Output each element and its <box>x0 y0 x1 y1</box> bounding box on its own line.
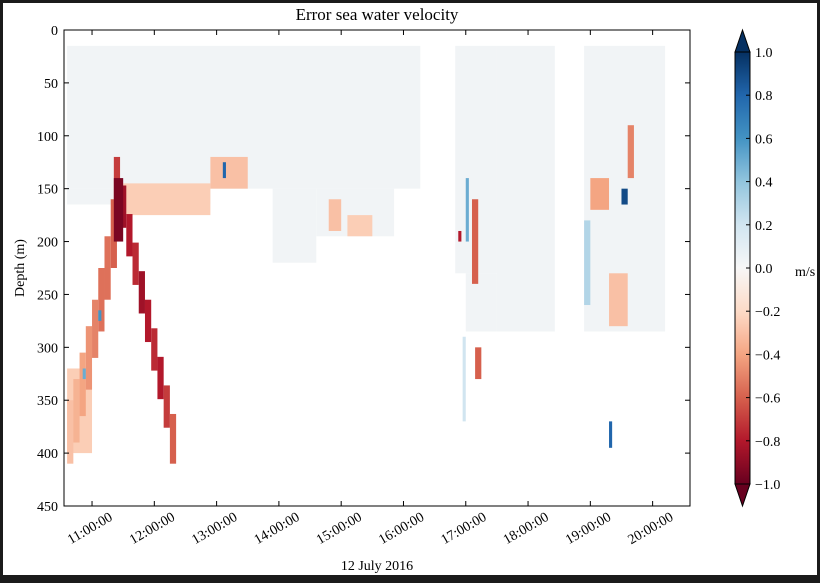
cell <box>496 45 555 332</box>
colorbar-extend-bottom <box>734 483 751 508</box>
y-tick-label: 250 <box>37 288 58 303</box>
cell <box>163 385 170 428</box>
cell <box>609 273 628 327</box>
colorbar-tick-label: −0.2 <box>755 305 780 320</box>
colorbar-tick-label: 0.8 <box>755 89 773 104</box>
cell <box>621 188 628 205</box>
y-tick-label: 350 <box>37 394 58 409</box>
colorbar-tick-label: 0.2 <box>755 219 773 234</box>
plot-frame <box>63 29 691 507</box>
y-tick-label: 300 <box>37 341 58 356</box>
y-tick-label: 50 <box>44 77 58 92</box>
chart-title: Error sea water velocity <box>296 5 459 24</box>
cell <box>110 199 117 268</box>
cell <box>609 421 613 448</box>
cell <box>471 199 479 284</box>
colorbar-tick-label: −0.8 <box>755 435 780 450</box>
cell <box>123 183 211 216</box>
cell <box>92 299 99 358</box>
cell <box>465 273 497 332</box>
cell <box>584 220 591 306</box>
cell <box>67 400 74 464</box>
cell <box>157 356 164 400</box>
y-tick-label: 150 <box>37 183 58 198</box>
colorbar-tick-label: −0.6 <box>755 392 780 407</box>
cell <box>222 162 226 179</box>
cell <box>85 326 93 390</box>
cell <box>98 310 102 321</box>
y-tick-label: 450 <box>37 500 58 515</box>
colorbar-label: m/s <box>795 265 815 280</box>
colorbar-tick-label: 1.0 <box>755 46 773 61</box>
cell <box>169 413 177 464</box>
cell <box>272 188 317 263</box>
y-tick-label: 0 <box>51 24 58 39</box>
cell <box>465 178 469 242</box>
y-axis-label: Depth (m) <box>13 239 28 297</box>
y-tick-label: 400 <box>37 447 58 462</box>
colorbar-tick-label: 0.0 <box>755 262 773 277</box>
cell <box>475 347 482 380</box>
colorbar-tick-label: 0.6 <box>755 132 773 147</box>
cell <box>113 178 124 242</box>
heatmap <box>67 45 666 464</box>
cell <box>126 214 133 257</box>
cell <box>347 215 373 237</box>
cell <box>458 230 462 242</box>
cell <box>98 268 105 332</box>
x-axis-label: 12 July 2016 <box>341 559 413 574</box>
colorbar-tick-label: 0.4 <box>755 176 773 191</box>
cell <box>151 328 158 371</box>
cell <box>462 336 466 422</box>
cell <box>132 242 139 285</box>
cell <box>627 125 634 179</box>
cell <box>328 199 342 231</box>
cell <box>82 368 86 380</box>
cell <box>144 299 152 343</box>
colorbar-extend-top <box>734 28 751 53</box>
cell <box>590 178 610 210</box>
colorbar-tick-label: −1.0 <box>755 478 780 493</box>
cell <box>210 156 248 189</box>
y-tick-label: 100 <box>37 130 58 145</box>
cell <box>138 271 145 314</box>
colorbar-tick-label: −0.4 <box>755 348 780 363</box>
cell <box>104 236 111 300</box>
cell <box>73 379 80 443</box>
y-tick-label: 200 <box>37 236 58 251</box>
cell <box>79 352 86 417</box>
